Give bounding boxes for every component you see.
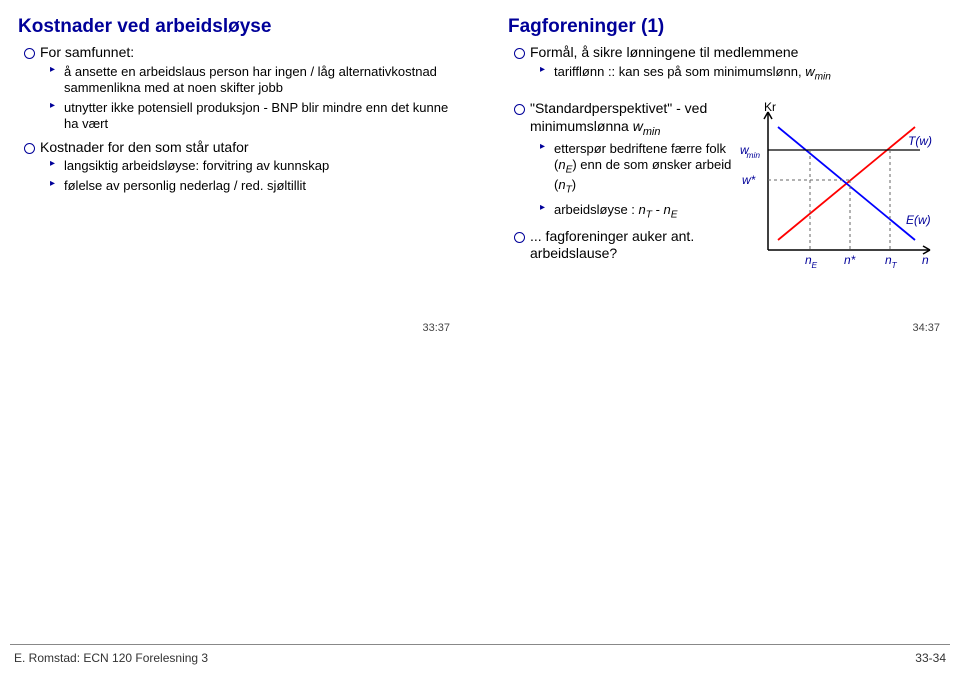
sub-min: min (815, 71, 831, 82)
footer-left: E. Romstad: ECN 120 Forelesning 3 (14, 651, 208, 665)
var-w: w (805, 64, 814, 79)
footer-right: 33-34 (915, 651, 946, 665)
text-fragment: arbeidsløyse : (554, 202, 639, 217)
slide-left: Kostnader ved arbeidsløyse For samfunnet… (10, 10, 460, 340)
supply-demand-chart: Krwminw*T(w)E(w)nEn*nTn (740, 100, 940, 280)
text-fragment: "Standardperspektivet" - ved minimumsløn… (530, 100, 707, 134)
bullet-text: For samfunnet: (40, 44, 134, 60)
bullet-list-right-top: Formål, å sikre lønningene til medlemmen… (508, 44, 942, 84)
sub-E: E (671, 209, 678, 220)
sub-min: min (643, 125, 661, 137)
sub-bullet: tarifflønn :: kan ses på som minimumsløn… (540, 64, 942, 84)
svg-text:T(w): T(w) (908, 134, 932, 148)
svg-text:n*: n* (844, 253, 856, 267)
right-text-column: "Standardperspektivet" - ved minimumsløn… (508, 100, 736, 269)
sub-bullet: å ansette en arbeidslaus person har inge… (50, 64, 452, 97)
text-fragment: ) (572, 177, 576, 192)
bullet-text: Formål, å sikre lønningene til medlemmen… (530, 44, 798, 60)
sub-bullet: utnytter ikke potensiell produksjon - BN… (50, 100, 452, 133)
text-fragment: ) enn de som ønsker arbeid ( (554, 157, 731, 192)
sub-bullet: følelse av personlig nederlag / red. sjø… (50, 178, 452, 194)
svg-text:E: E (812, 260, 818, 270)
bullet-item: ... fagforeninger auker ant. arbeidslaus… (514, 228, 736, 263)
svg-text:Kr: Kr (764, 100, 776, 114)
sub-bullet: arbeidsløyse : nT - nE (540, 202, 736, 222)
var-n: n (664, 202, 671, 217)
sub-bullet: etterspør bedriftene færre folk (nE) enn… (540, 141, 736, 198)
bullet-text: Kostnader for den som står utafor (40, 139, 249, 155)
bullet-item: For samfunnet: å ansette en arbeidslaus … (24, 44, 452, 133)
slide-right: Fagforeninger (1) Formål, å sikre lønnin… (500, 10, 950, 340)
slide-title-right: Fagforeninger (1) (508, 16, 942, 38)
sub-bullet: langsiktig arbeidsløyse: forvitring av k… (50, 158, 452, 174)
var-n: n (558, 177, 565, 192)
svg-text:min: min (747, 150, 761, 160)
bullet-item: Kostnader for den som står utafor langsi… (24, 139, 452, 195)
text-fragment: - (652, 202, 664, 217)
slide-number-right: 34:37 (912, 322, 940, 334)
slide-number-left: 33:37 (422, 322, 450, 334)
slide-title-left: Kostnader ved arbeidsløyse (18, 16, 452, 38)
var-n: n (558, 157, 565, 172)
var-n: n (639, 202, 646, 217)
bullet-item: Formål, å sikre lønningene til medlemmen… (514, 44, 942, 84)
svg-text:E(w): E(w) (906, 213, 931, 227)
footer-separator (10, 644, 950, 645)
bullet-list-left: For samfunnet: å ansette en arbeidslaus … (18, 44, 452, 195)
var-w: w (633, 118, 643, 134)
bullet-item: "Standardperspektivet" - ved minimumsløn… (514, 100, 736, 222)
svg-text:w*: w* (742, 173, 756, 187)
footer: E. Romstad: ECN 120 Forelesning 3 33-34 (14, 651, 946, 665)
svg-text:n: n (922, 253, 929, 267)
text-fragment: tarifflønn :: kan ses på som minimumsløn… (554, 64, 805, 79)
svg-text:T: T (892, 260, 898, 270)
